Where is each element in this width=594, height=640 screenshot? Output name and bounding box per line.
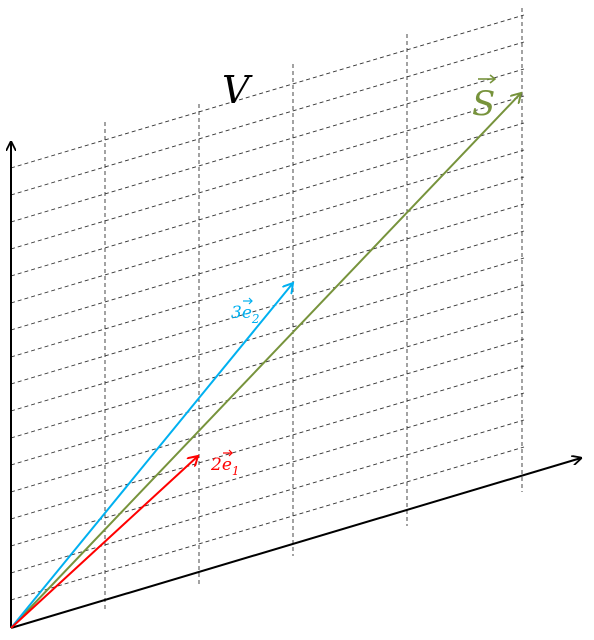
vector-3e2-hat-icon <box>243 297 253 305</box>
vector-s-label-text: S <box>472 84 495 124</box>
vector-3e2-label-text: 3e <box>231 303 252 323</box>
vector-2e1-label-sub: 1 <box>232 464 240 478</box>
x-axis <box>10 458 581 629</box>
grid-slanted-line <box>10 149 525 304</box>
grid-slanted-line <box>10 230 525 385</box>
grid-slanted-line <box>10 176 525 331</box>
vector-s-arrow <box>10 93 521 629</box>
vector-2e1-hat-icon <box>223 449 233 457</box>
grid-slanted-line <box>10 95 525 250</box>
grid-slanted-line <box>10 392 525 547</box>
grid-slanted-line <box>10 419 525 574</box>
space-label: V <box>222 68 253 112</box>
vector-2e1-arrow <box>10 456 198 629</box>
vector-3e2-arrow <box>10 283 293 629</box>
svg-text:3e2: 3e2 <box>231 303 260 326</box>
grid-slanted-line <box>10 68 525 223</box>
svg-text:2e1: 2e1 <box>210 455 240 478</box>
grid-slanted-line <box>10 257 525 412</box>
grid-slanted-line <box>10 365 525 520</box>
vector-s-hat-icon <box>478 74 497 84</box>
grid-slanted-line <box>10 338 525 493</box>
vector-2e1-label: 2e1 <box>210 449 240 478</box>
grid-slanted-line <box>10 284 525 439</box>
grid-slanted-line <box>10 122 525 277</box>
vector-3e2-label: 3e2 <box>231 297 260 326</box>
grid-slanted-line <box>10 41 525 196</box>
grid-slanted-line <box>10 446 525 601</box>
grid-slanted-lines <box>10 14 525 601</box>
vector-3e2-label-sub: 2 <box>251 312 260 326</box>
grid-slanted-line <box>10 203 525 358</box>
vector-2e1-label-text: 2e <box>210 455 232 475</box>
grid-slanted-line <box>10 14 525 169</box>
grid-slanted-line <box>10 311 525 466</box>
vector-s-label: S <box>472 74 497 124</box>
